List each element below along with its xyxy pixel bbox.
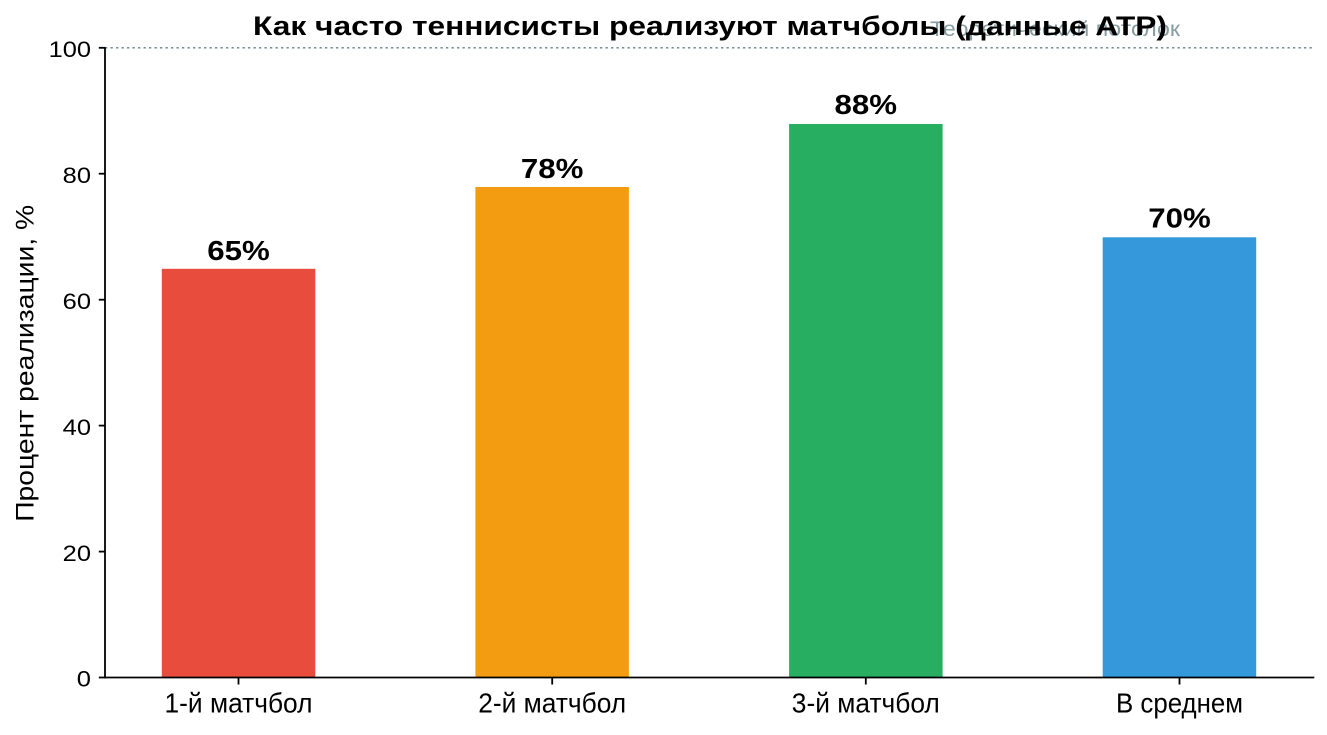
svg-text:80: 80 (63, 163, 91, 188)
svg-text:Теоретический потолок: Теоретический потолок (930, 17, 1181, 41)
svg-text:70%: 70% (1148, 203, 1211, 234)
svg-text:65%: 65% (207, 235, 270, 266)
svg-text:В среднем: В среднем (1116, 688, 1243, 719)
svg-text:3-й матчбол: 3-й матчбол (792, 688, 940, 719)
svg-text:0: 0 (77, 667, 91, 692)
svg-text:Как часто теннисисты реализуют: Как часто теннисисты реализуют матчболы … (253, 11, 1167, 41)
svg-text:20: 20 (63, 541, 91, 566)
svg-text:88%: 88% (835, 89, 898, 120)
svg-text:78%: 78% (521, 153, 584, 184)
svg-text:2-й матчбол: 2-й матчбол (478, 688, 626, 719)
svg-text:Процент реализации, %: Процент реализации, % (11, 205, 39, 522)
svg-text:100: 100 (49, 37, 91, 62)
svg-text:1-й матчбол: 1-й матчбол (165, 688, 313, 719)
svg-text:40: 40 (63, 415, 91, 440)
svg-text:60: 60 (63, 289, 91, 314)
